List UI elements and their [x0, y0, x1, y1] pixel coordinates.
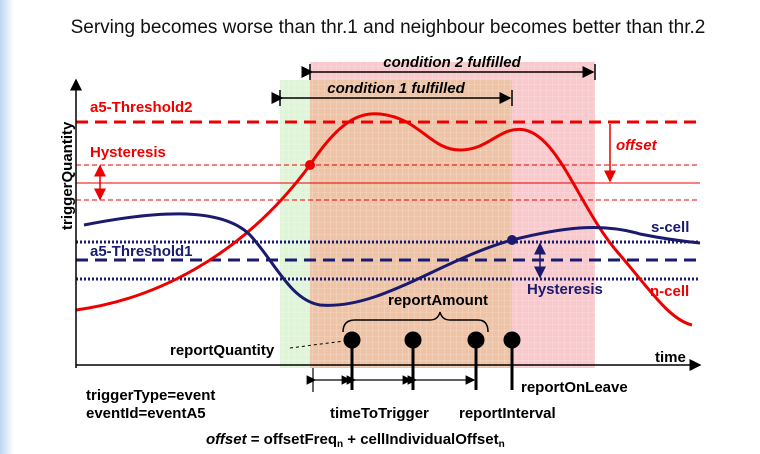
hysteresis-s-label: Hysteresis [527, 281, 603, 298]
report-on-leave: reportOnLeave [521, 379, 628, 396]
event-id: eventId=eventA5 [86, 405, 206, 422]
n-cell-label: n-cell [650, 283, 689, 300]
threshold1-label: a5-Threshold1 [90, 243, 193, 260]
formula-lhs: offset [206, 431, 248, 448]
offset-label: offset [616, 137, 658, 154]
threshold-lines [76, 120, 700, 281]
timing-arrows [306, 368, 476, 392]
trigger-type: triggerType=event [86, 387, 215, 404]
time-to-trigger: timeToTrigger [330, 405, 429, 422]
band-grid [280, 62, 595, 368]
title: Serving becomes worse than thr.1 and nei… [71, 17, 706, 38]
entry-point [305, 160, 315, 170]
formula-sub2: n [499, 439, 505, 450]
leave-point [507, 235, 517, 245]
formula-eq: = offsetFreq [247, 431, 337, 448]
report-amount: reportAmount [388, 292, 488, 309]
axes [70, 78, 702, 371]
amount-brace [342, 311, 489, 333]
report-quantity: reportQuantity [170, 342, 275, 359]
y-axis-label: triggerQuantity [59, 121, 76, 230]
n-cell-curve [75, 112, 693, 327]
hysteresis-n-label: Hysteresis [90, 144, 166, 161]
report-markers [343, 331, 521, 390]
side-strip [0, 0, 14, 454]
condition-2: condition 2 fulfilled [383, 54, 521, 71]
threshold2-label: a5-Threshold2 [90, 99, 193, 116]
formula: offset = offsetFreqn + cellIndividualOff… [206, 431, 505, 450]
x-axis-label: time [655, 349, 686, 366]
report-interval: reportInterval [459, 405, 556, 422]
condition-arrows [271, 64, 596, 106]
s-cell-label: s-cell [651, 219, 689, 236]
formula-plus: + cellIndividualOffset [343, 431, 498, 448]
condition-1: condition 1 fulfilled [327, 80, 465, 97]
s-cell-curve [83, 212, 701, 307]
formula-sub1: n [337, 439, 343, 450]
